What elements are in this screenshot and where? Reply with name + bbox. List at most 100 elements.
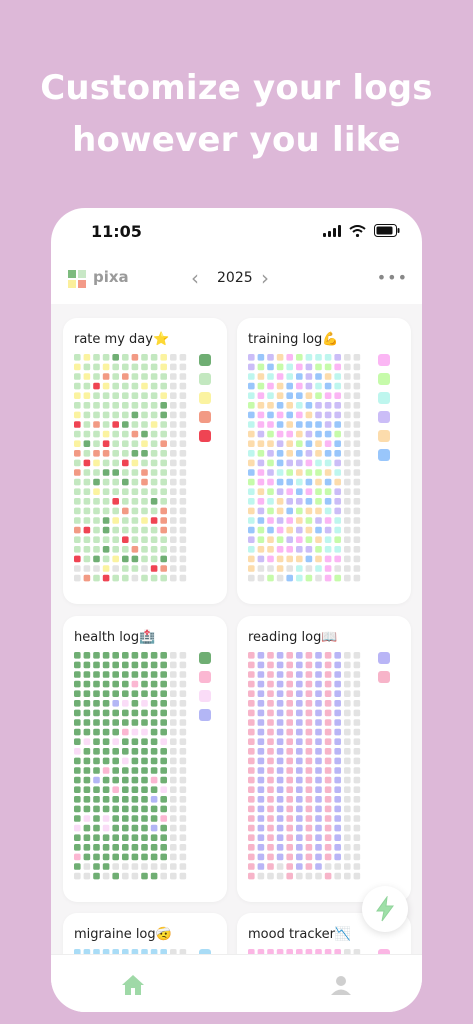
day-cell[interactable] — [324, 661, 332, 669]
day-cell[interactable] — [74, 796, 81, 803]
day-cell[interactable] — [353, 373, 361, 380]
day-cell[interactable] — [112, 469, 119, 476]
day-cell[interactable] — [334, 719, 341, 726]
day-cell[interactable] — [179, 517, 187, 524]
day-cell[interactable] — [248, 824, 255, 832]
day-cell[interactable] — [102, 757, 110, 765]
day-cell[interactable] — [150, 738, 158, 745]
day-cell[interactable] — [160, 786, 167, 793]
day-cell[interactable] — [296, 844, 303, 851]
day-cell[interactable] — [324, 680, 332, 688]
day-cell[interactable] — [257, 834, 265, 841]
day-cell[interactable] — [248, 949, 255, 954]
day-cell[interactable] — [315, 690, 322, 697]
day-cell[interactable] — [93, 373, 100, 380]
day-cell[interactable] — [83, 728, 91, 736]
day-cell[interactable] — [286, 652, 293, 659]
day-cell[interactable] — [296, 824, 303, 832]
day-cell[interactable] — [276, 863, 284, 870]
day-cell[interactable] — [296, 565, 303, 572]
day-cell[interactable] — [257, 824, 265, 832]
day-cell[interactable] — [102, 949, 110, 954]
day-cell[interactable] — [296, 392, 303, 399]
day-cell[interactable] — [248, 354, 255, 361]
day-cell[interactable] — [305, 834, 313, 841]
day-cell[interactable] — [276, 421, 284, 428]
day-cell[interactable] — [102, 719, 110, 726]
day-cell[interactable] — [141, 815, 148, 822]
day-cell[interactable] — [102, 526, 110, 534]
day-cell[interactable] — [267, 354, 274, 361]
day-cell[interactable] — [267, 411, 274, 419]
day-cell[interactable] — [286, 546, 293, 553]
day-cell[interactable] — [102, 863, 110, 870]
day-cell[interactable] — [267, 373, 274, 380]
day-cell[interactable] — [296, 671, 303, 678]
day-cell[interactable] — [102, 853, 110, 861]
day-cell[interactable] — [334, 834, 341, 841]
day-cell[interactable] — [83, 392, 91, 399]
day-cell[interactable] — [122, 478, 129, 486]
day-cell[interactable] — [334, 738, 341, 745]
day-cell[interactable] — [122, 671, 129, 678]
day-cell[interactable] — [150, 796, 158, 803]
day-cell[interactable] — [102, 786, 110, 793]
day-cell[interactable] — [257, 719, 265, 726]
day-cell[interactable] — [276, 555, 284, 563]
day-cell[interactable] — [334, 709, 341, 717]
day-cell[interactable] — [315, 757, 322, 765]
day-cell[interactable] — [344, 536, 351, 543]
day-cell[interactable] — [74, 382, 81, 390]
day-cell[interactable] — [74, 700, 81, 707]
day-cell[interactable] — [276, 671, 284, 678]
day-cell[interactable] — [276, 488, 284, 495]
day-cell[interactable] — [296, 700, 303, 707]
day-cell[interactable] — [286, 507, 293, 515]
day-cell[interactable] — [267, 526, 274, 534]
day-cell[interactable] — [286, 738, 293, 745]
day-cell[interactable] — [122, 776, 129, 784]
day-cell[interactable] — [324, 949, 332, 954]
day-cell[interactable] — [170, 546, 177, 553]
day-cell[interactable] — [179, 815, 187, 822]
day-cell[interactable] — [315, 382, 322, 390]
day-cell[interactable] — [112, 555, 119, 563]
day-cell[interactable] — [160, 450, 167, 457]
day-cell[interactable] — [353, 824, 361, 832]
day-cell[interactable] — [344, 757, 351, 765]
day-cell[interactable] — [334, 555, 341, 563]
day-cell[interactable] — [267, 671, 274, 678]
day-cell[interactable] — [93, 536, 100, 543]
day-cell[interactable] — [170, 373, 177, 380]
day-cell[interactable] — [344, 815, 351, 822]
day-cell[interactable] — [112, 748, 119, 755]
day-cell[interactable] — [170, 671, 177, 678]
day-cell[interactable] — [160, 709, 167, 717]
day-cell[interactable] — [170, 459, 177, 467]
day-cell[interactable] — [296, 363, 303, 371]
day-cell[interactable] — [160, 748, 167, 755]
day-cell[interactable] — [170, 748, 177, 755]
day-cell[interactable] — [305, 853, 313, 861]
day-cell[interactable] — [276, 574, 284, 582]
day-cell[interactable] — [296, 469, 303, 476]
day-cell[interactable] — [179, 805, 187, 813]
quick-log-button[interactable] — [362, 886, 408, 932]
day-cell[interactable] — [276, 834, 284, 841]
day-cell[interactable] — [267, 872, 274, 880]
day-cell[interactable] — [305, 738, 313, 745]
day-cell[interactable] — [160, 574, 167, 582]
day-cell[interactable] — [296, 661, 303, 669]
day-cell[interactable] — [122, 546, 129, 553]
day-cell[interactable] — [74, 949, 81, 954]
day-cell[interactable] — [83, 661, 91, 669]
day-cell[interactable] — [122, 498, 129, 505]
day-cell[interactable] — [112, 478, 119, 486]
day-cell[interactable] — [353, 354, 361, 361]
day-cell[interactable] — [160, 354, 167, 361]
day-cell[interactable] — [276, 507, 284, 515]
day-cell[interactable] — [93, 459, 100, 467]
day-cell[interactable] — [74, 469, 81, 476]
day-cell[interactable] — [276, 805, 284, 813]
day-cell[interactable] — [315, 517, 322, 524]
